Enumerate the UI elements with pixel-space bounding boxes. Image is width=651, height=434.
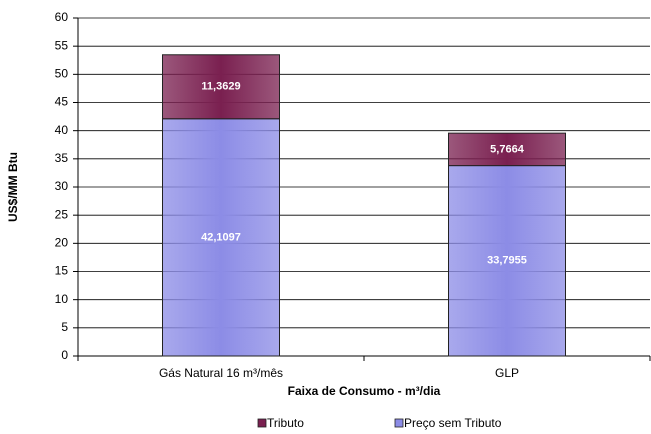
y-tick-label: 10 — [55, 292, 69, 306]
value-label: 33,7955 — [487, 255, 527, 267]
y-tick-label: 25 — [55, 207, 69, 221]
y-tick-label: 5 — [61, 320, 68, 334]
y-tick-label: 45 — [55, 95, 69, 109]
value-label: 5,7664 — [490, 143, 525, 155]
y-axis-title: US$/MM Btu — [6, 152, 20, 222]
y-tick-label: 0 — [61, 348, 68, 362]
y-tick-label: 40 — [55, 123, 69, 137]
bar-segment — [162, 54, 280, 120]
value-label: 11,3629 — [201, 81, 240, 93]
x-tick-label: Gás Natural 16 m³/mês — [159, 366, 283, 380]
value-label: 42,1097 — [201, 231, 241, 243]
y-tick-label: 55 — [55, 38, 69, 52]
bar-segment — [162, 118, 280, 357]
legend-swatch — [394, 418, 404, 428]
y-tick-label: 15 — [55, 264, 69, 278]
x-tick-label: GLP — [495, 366, 519, 380]
y-tick-label: 35 — [55, 151, 69, 165]
y-tick-label: 20 — [55, 236, 69, 250]
legend-swatch — [257, 418, 267, 428]
bar-segment — [448, 165, 566, 357]
legend-label: Preço sem Tributo — [404, 416, 502, 430]
bar-segment — [448, 132, 566, 167]
y-tick-label: 60 — [55, 10, 69, 24]
legend-label: Tributo — [267, 416, 304, 430]
x-axis-title: Faixa de Consumo - m³/dia — [288, 384, 441, 398]
y-tick-label: 50 — [55, 67, 69, 81]
y-tick-label: 30 — [55, 179, 69, 193]
